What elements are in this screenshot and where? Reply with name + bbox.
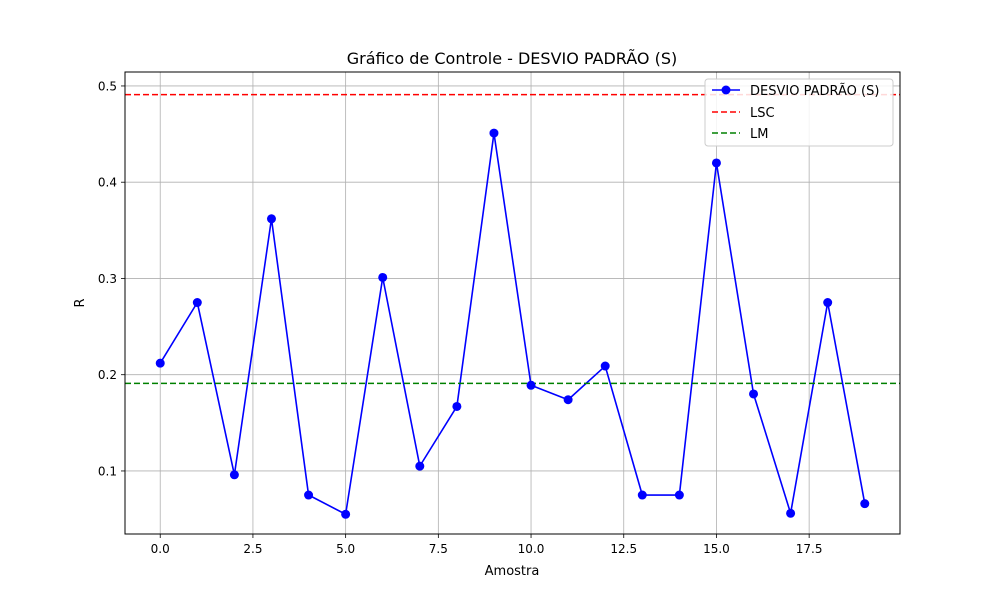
data-point xyxy=(563,395,573,405)
data-point xyxy=(229,470,239,480)
data-point xyxy=(378,272,388,282)
x-axis-label: Amostra xyxy=(485,564,540,579)
data-markers xyxy=(155,128,870,519)
x-tick-label: 7.5 xyxy=(429,542,448,556)
data-point xyxy=(860,499,870,509)
legend-label-desvio: DESVIO PADRÃO (S) xyxy=(750,83,879,99)
data-point xyxy=(526,380,536,390)
chart-title: Gráfico de Controle - DESVIO PADRÃO (S) xyxy=(347,49,678,68)
data-point xyxy=(192,298,202,308)
y-tick-label: 0.3 xyxy=(98,272,117,286)
data-point xyxy=(600,361,610,371)
data-point xyxy=(415,461,425,471)
legend-box xyxy=(704,78,894,147)
y-tick-label: 0.5 xyxy=(98,79,117,93)
data-point xyxy=(266,214,276,224)
data-point xyxy=(155,358,165,368)
x-tick-label: 5.0 xyxy=(336,542,355,556)
plot-frame xyxy=(124,71,901,535)
plot-lines xyxy=(125,93,900,516)
data-point xyxy=(711,158,721,168)
x-tick-label: 0.0 xyxy=(151,542,170,556)
legend-label-lm: LM xyxy=(750,127,768,142)
grid xyxy=(125,72,900,534)
x-tick-label: 15.0 xyxy=(703,542,730,556)
series-line-desvio xyxy=(159,132,866,516)
data-point xyxy=(452,401,462,411)
data-point xyxy=(749,389,759,399)
data-point xyxy=(786,508,796,518)
data-point xyxy=(341,509,351,519)
data-point xyxy=(304,490,314,500)
data-point xyxy=(823,298,833,308)
x-tick-label: 2.5 xyxy=(243,542,262,556)
x-tick-label: 10.0 xyxy=(518,542,545,556)
axis-ticks: 0.0 2.5 5.0 7.5 10.0 12.5 15.0 17.5 0.1 0.2 0.3 0.4… xyxy=(98,79,823,556)
y-axis-label: R xyxy=(73,298,88,307)
data-point xyxy=(637,490,647,500)
legend: DESVIO PADRÃO (S) LSC LM xyxy=(704,78,894,147)
data-point xyxy=(489,128,499,138)
legend-marker-desvio xyxy=(721,85,731,95)
y-tick-label: 0.2 xyxy=(98,368,117,382)
data-point xyxy=(674,490,684,500)
x-tick-label: 17.5 xyxy=(796,542,823,556)
x-tick-label: 12.5 xyxy=(610,542,637,556)
legend-label-lsc: LSC xyxy=(750,106,775,121)
y-tick-label: 0.4 xyxy=(98,176,117,190)
y-tick-label: 0.1 xyxy=(98,464,117,478)
